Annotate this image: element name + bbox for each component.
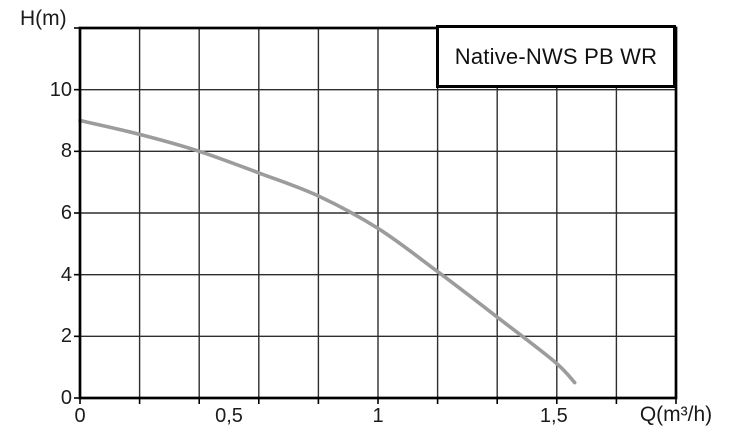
series-label-box: Native-NWS PB WR xyxy=(436,25,676,88)
plot-border xyxy=(78,26,678,400)
x-tick-label: 1,5 xyxy=(539,405,568,427)
y-tick-label: 0 xyxy=(60,387,72,409)
pump-curve xyxy=(78,118,577,385)
y-tick-label: 10 xyxy=(49,78,72,101)
x-tick-label: 0 xyxy=(74,405,86,427)
y-tick-label: 2 xyxy=(60,325,72,348)
series-label: Native-NWS PB WR xyxy=(454,43,658,69)
y-tick-label: 4 xyxy=(60,263,72,286)
x-tick-label: 1 xyxy=(372,405,384,427)
x-tick-label: 0,5 xyxy=(215,405,243,427)
x-axis-title: Q(m³/h) xyxy=(639,403,713,426)
y-tick-label: 6 xyxy=(60,202,72,224)
y-tick-label: 8 xyxy=(60,140,72,163)
y-axis-title: H(m) xyxy=(20,7,67,30)
